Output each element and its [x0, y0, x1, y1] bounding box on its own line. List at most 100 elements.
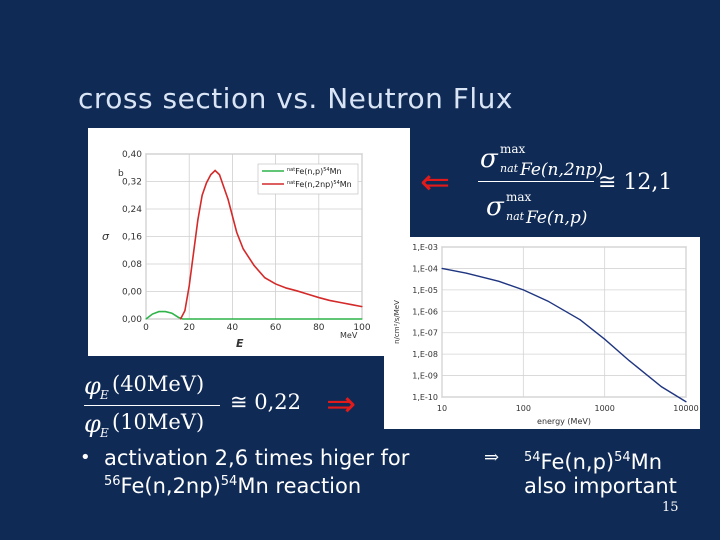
phi-sub-den: E	[100, 426, 109, 440]
plot-area	[441, 246, 687, 398]
cross-section-chart: 0,00 0,00 0,08 0,16 0,24 0,32 0,40 0 20 40 60 80 100…	[102, 150, 371, 350]
x-tick-label: 10000	[673, 404, 698, 413]
legend-entry: natFe(n,2np)54Mn	[287, 180, 352, 189]
y-tick-label: 1,E-10	[412, 393, 438, 402]
data-point	[236, 231, 238, 233]
y-axis-label: σ	[102, 230, 110, 243]
data-point	[195, 318, 197, 320]
y-tick-label: 1,E-04	[412, 264, 438, 273]
y-tick-label: 1,E-08	[412, 350, 438, 359]
numerator-reaction: Fe(n,2np)	[520, 160, 604, 180]
data-point	[231, 318, 233, 320]
data-point	[329, 299, 331, 302]
cross-section-chart-panel: 0,00 0,00 0,08 0,16 0,24 0,32 0,40 0 20 40 60 80 100…	[88, 128, 410, 356]
bottom-variable-label: E	[236, 337, 244, 350]
note-fe-np: ⇒ 54Fe(n,p)54Mn also important	[484, 446, 677, 498]
x-tick-label: 100	[516, 404, 531, 413]
bullet-marker: •	[80, 447, 91, 468]
y-tick-label: 0,16	[122, 233, 142, 243]
data-point	[151, 313, 154, 315]
bullet-reaction: Fe(n,2np)	[120, 474, 221, 498]
data-point	[685, 401, 687, 403]
data-point	[604, 338, 606, 340]
data-point	[242, 248, 244, 250]
y-tick-label: 1,E-07	[412, 329, 438, 338]
data-point	[210, 318, 212, 320]
sigma-sup: max	[500, 142, 526, 156]
data-point	[227, 198, 229, 200]
data-point	[307, 293, 309, 295]
series-line-2	[179, 169, 363, 320]
data-point	[361, 318, 363, 320]
phi-symbol-den: φ	[84, 410, 101, 438]
data-point	[275, 318, 277, 320]
data-point	[628, 359, 630, 362]
y-axis-label: n/cm²/s/MeV	[393, 300, 401, 344]
data-point	[498, 280, 500, 282]
legend-entry: natFe(n,p)54Mn	[287, 167, 342, 176]
x-axis-label: energy (MeV)	[537, 417, 591, 426]
data-point	[171, 312, 173, 314]
x-tick-label: 0	[143, 323, 149, 333]
sigma-symbol-den: σ	[486, 192, 504, 222]
data-point	[201, 194, 203, 196]
y-tick-label: 1,E-06	[412, 307, 438, 316]
y-tick-label: 0,40	[122, 150, 142, 160]
formula-phi-ratio: φ E (40MeV) φ E (10MeV) ≅ 0,22	[84, 368, 314, 442]
formula-numerator: σ max nat Fe(n,2np)	[478, 138, 678, 180]
y-tick-label: 0,24	[122, 205, 142, 215]
phi-sub: E	[100, 388, 109, 402]
data-point	[339, 301, 341, 304]
sigma-sub-den: nat	[506, 210, 525, 223]
x-tick-label: 1000	[594, 404, 614, 413]
bullet-line-2: 56Fe(n,2np)54Mn reaction	[104, 470, 460, 498]
note-end: Mn	[630, 450, 663, 474]
data-point	[184, 310, 186, 312]
bullet-activation: • activation 2,6 times higer for 56Fe(n,…	[80, 446, 460, 498]
x-tick-label: 10	[437, 404, 447, 413]
data-point	[197, 219, 199, 221]
phi-fraction-bar	[84, 405, 220, 406]
note-sup-54b: 54	[614, 450, 631, 465]
left-arrow-icon: ⇐	[420, 162, 451, 203]
note-sup-54a: 54	[524, 450, 541, 465]
bullet-end: Mn reaction	[237, 474, 362, 498]
phi-symbol: φ	[84, 372, 101, 400]
x-tick-label: 40	[227, 323, 239, 333]
data-point	[318, 318, 320, 320]
data-point	[190, 318, 192, 320]
y-tick-label: 1,E-03	[412, 243, 438, 252]
data-point	[205, 182, 208, 184]
slide-title: cross section vs. Neutron Flux	[78, 82, 513, 115]
bullet-sup-56: 56	[104, 474, 121, 489]
data-point	[182, 318, 184, 320]
note-line-2: also important	[524, 474, 677, 498]
formula-denominator: σ max nat Fe(n,p)	[484, 186, 624, 228]
denominator-reaction: Fe(n,p)	[526, 208, 588, 228]
data-point	[192, 252, 195, 254]
data-point	[223, 186, 225, 188]
data-point	[231, 215, 233, 217]
data-point	[579, 319, 581, 321]
neutron-flux-chart-panel: 1,E-10 1,E-09 1,E-08 1,E-07 1,E-06 1,E-05 1,E-…	[384, 237, 700, 429]
data-point	[465, 272, 468, 274]
sigma-symbol: σ	[480, 144, 498, 174]
data-point	[547, 300, 549, 302]
flux-curve-1	[441, 267, 687, 403]
x-tick-label: 20	[183, 323, 195, 333]
formula-sigma-ratio: σ max nat Fe(n,2np) σ max nat Fe(n,p) ≅ …	[478, 138, 678, 228]
x-tick-label: 60	[270, 323, 282, 333]
y-tick-label: 0,32	[122, 178, 142, 188]
legend-box	[257, 163, 359, 195]
right-arrow-icon: ⇒	[326, 384, 357, 425]
data-point	[660, 386, 663, 388]
sigma-sup-den: max	[506, 190, 532, 204]
data-point	[158, 310, 160, 313]
neutron-flux-chart: 1,E-10 1,E-09 1,E-08 1,E-07 1,E-06 1,E-05 1,E-…	[393, 243, 699, 426]
y-tick-label: 1,E-05	[412, 286, 438, 295]
data-point	[350, 303, 352, 306]
data-point	[179, 318, 182, 320]
x-tick-label: 100	[353, 323, 370, 333]
sigma-sub: nat	[500, 162, 519, 175]
bullet-line-1: activation 2,6 times higer for	[104, 446, 410, 470]
